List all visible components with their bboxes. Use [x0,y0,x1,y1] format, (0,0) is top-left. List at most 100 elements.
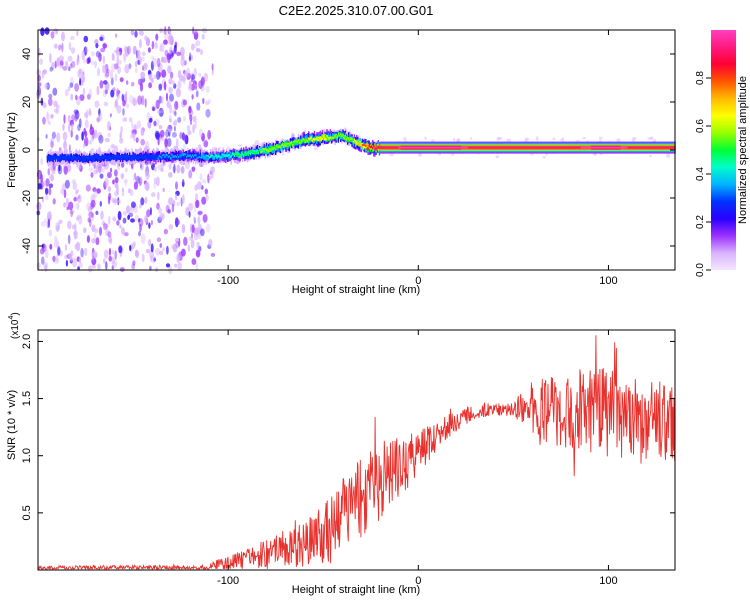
spectrogram-scatter-blob [582,136,587,140]
spectrogram-noise-blob [172,80,175,87]
spectrogram-cell [475,146,478,149]
spectrogram-cell [249,151,252,156]
spectrogram-noise-blob [151,77,154,83]
colorbar-ticks: 0.0 0.2 0.4 0.6 0.8 [695,71,711,277]
spectrogram-noise-blob [185,206,190,216]
spectrogram-cell [202,155,204,159]
spectrogram-scatter-blob [666,153,671,159]
spectrogram-noise-blob [153,74,157,80]
spectrogram-noise-blob [82,143,85,149]
spectrogram-cell [476,146,479,149]
spectrogram-cell [482,146,484,149]
spectrogram-cell [257,151,260,155]
spectrogram-noise-blob [189,114,193,122]
snr-ticks: -100 0 100 0.5 1.0 1.5 2.0 [21,330,675,587]
spectrogram-noise-blob [91,224,96,233]
spectrogram-noise-blob [173,125,176,132]
spectrogram-noise-blob [109,113,112,118]
spectrogram-cell [601,146,603,149]
spectrogram-cell [287,143,289,147]
spectrogram-cell [446,146,448,149]
colorbar: 0.0 0.2 0.4 0.6 0.8 Normalized spectral ampl… [695,30,749,277]
spectrogram-panel: -100 0 100 -40 -20 0 20 40 Height of straight l… [6,26,676,296]
spectrogram-noise-blob [196,102,201,111]
spectrogram-cell [259,147,261,152]
spectrogram-cell [546,146,548,149]
spectrogram-cell [235,152,237,156]
spectrogram-cell [241,151,244,154]
spectrogram-cell [260,149,262,153]
spectrogram-noise-blob [67,115,71,123]
spectrogram-cell [216,155,219,158]
spectrogram-cell [94,156,97,162]
spectrogram-cell [352,140,354,143]
spectrogram-cell [236,151,238,155]
spectrogram-noise-blob [151,40,155,50]
spectrogram-noise-blob [177,117,182,123]
spectrogram-noise-blob [188,169,193,179]
spectrogram-cell [563,146,565,149]
spectrogram-cell [348,137,350,143]
spectrogram-cell [357,141,359,143]
spectrogram-noise-blob [83,136,89,147]
spectrogram-noise-blob [136,49,141,60]
spectrogram-noise-blob [197,210,203,215]
spectrogram-noise-blob [105,261,108,270]
spectrogram-noise-blob [172,109,177,115]
spectrogram-noise-blob [48,229,53,237]
spectrogram-noise-blob [167,137,172,147]
spectrogram-cell [595,146,597,149]
spectrogram-noise-blob [63,202,67,208]
spectrogram-noise-blob [92,264,96,269]
spectrogram-noise-blob [117,59,122,65]
spectrogram-cell [180,155,182,158]
spectrogram-cell [165,153,167,157]
spectrogram-cell [116,156,118,161]
spectrogram-cell [592,146,594,149]
spectrogram-noise-blob [159,129,165,138]
spectrogram-noise-blob [135,175,141,184]
spectrogram-noise-blob [92,187,97,193]
spectrogram-noise-blob [39,58,43,65]
spectrogram-noise-blob [133,181,138,190]
spectrogram-cell [233,152,236,156]
spectrogram-cell [549,146,552,149]
spectrogram-noise-blob [84,247,88,257]
spectrogram-noise-blob [140,129,145,136]
spectrogram-noise-blob [175,237,179,243]
spectrogram-noise-blob [174,263,178,268]
spectrogram-cell [243,154,245,158]
spectrogram-noise-blob [72,179,77,185]
spectrogram-cell [326,134,328,138]
spectrogram-noise-blob [70,47,76,54]
spectrogram-noise-blob [121,192,125,197]
spectrogram-noise-blob [140,71,146,77]
spectrogram-cell [129,155,131,158]
spectrogram-cell [463,146,465,149]
spectrogram-cell [240,151,243,155]
spectrogram-noise-blob [97,131,103,141]
spectrogram-noise-blob [74,222,77,232]
spectrogram-cell [652,146,654,149]
spectrogram-noise-blob [103,80,108,85]
spectrogram-cell [402,146,405,149]
spectrogram-cell [591,146,593,149]
spectrogram-noise-blob [132,260,136,266]
spectrogram-noise-blob [112,216,116,222]
spectrogram-noise-blob [182,194,185,204]
spectrogram-noise-blob [78,262,83,269]
spectrogram-cell [457,146,459,149]
spectrogram-cell [100,155,102,159]
spectrogram-noise-blob [162,29,168,35]
spectrogram-cell [101,154,103,158]
spectrogram-cell [149,156,151,159]
spectrogram-noise-blob [110,89,115,98]
spectrogram-noise-blob [123,178,128,184]
spectrogram-noise-blob [82,88,86,96]
spectrogram-cell [453,146,455,149]
spectrogram-noise-blob [171,203,175,213]
spectrogram-noise-blob [111,249,115,255]
spectrogram-noise-blob [205,194,209,202]
spectrogram-noise-blob [83,58,86,64]
spectrogram-noise-blob [48,121,51,125]
